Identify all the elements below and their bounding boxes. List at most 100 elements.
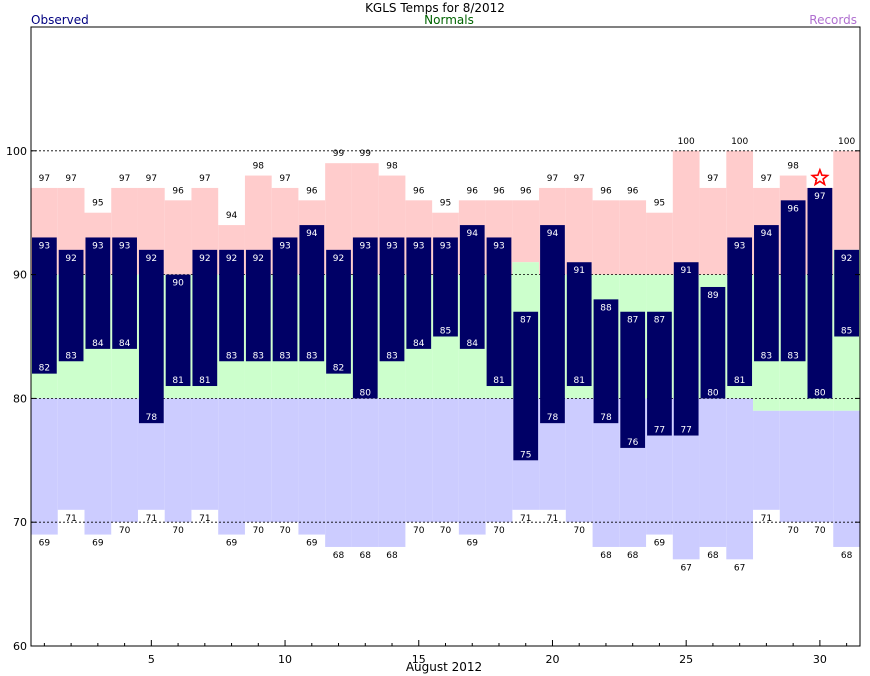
record-high-label: 96	[493, 186, 505, 196]
record-low-band	[57, 398, 85, 510]
record-low-label: 68	[360, 551, 372, 561]
record-high-label: 97	[573, 174, 584, 184]
observed-low-label: 83	[226, 351, 237, 361]
observed-low-label: 83	[306, 351, 317, 361]
record-low-band	[485, 398, 513, 523]
observed-low-label: 84	[467, 339, 479, 349]
observed-low-label: 80	[814, 388, 826, 398]
observed-bar	[219, 249, 244, 362]
record-low-band	[298, 398, 326, 535]
legend-observed: Observed	[31, 13, 89, 27]
record-high-label: 98	[787, 162, 799, 172]
record-low-band	[378, 398, 406, 547]
record-low-label: 67	[734, 563, 745, 573]
observed-low-label: 77	[654, 426, 665, 436]
record-high-label: 97	[761, 174, 772, 184]
observed-bar	[540, 225, 565, 424]
record-low-label: 70	[413, 526, 425, 536]
x-tick-label: 15	[412, 653, 426, 666]
observed-bar	[566, 262, 592, 387]
observed-bar	[192, 249, 218, 387]
record-high-label: 95	[440, 199, 451, 209]
record-low-band	[218, 398, 245, 535]
record-high-label: 96	[520, 186, 532, 196]
record-low-label: 69	[306, 539, 318, 549]
record-low-band	[726, 398, 754, 560]
observed-high-label: 93	[39, 241, 50, 251]
x-axis-label: August 2012	[406, 660, 482, 674]
legend-records: Records	[809, 13, 857, 27]
record-low-label: 69	[92, 539, 104, 549]
observed-low-label: 77	[680, 426, 691, 436]
record-low-label: 68	[333, 551, 345, 561]
record-high-label: 100	[838, 137, 855, 147]
y-tick-label: 70	[13, 516, 27, 529]
observed-bar	[593, 299, 619, 424]
record-high-band	[512, 200, 540, 263]
record-low-label: 71	[520, 514, 531, 524]
observed-bar	[754, 225, 779, 362]
observed-low-label: 85	[440, 327, 451, 337]
record-low-band	[432, 398, 459, 523]
record-high-label: 97	[39, 174, 50, 184]
observed-bar	[433, 237, 458, 337]
record-low-band	[31, 398, 58, 535]
record-low-band	[753, 410, 780, 510]
record-high-label: 96	[306, 186, 318, 196]
observed-low-label: 84	[413, 339, 425, 349]
observed-high-label: 87	[520, 316, 531, 326]
observed-bar	[486, 237, 512, 387]
record-low-label: 70	[279, 526, 291, 536]
observed-low-label: 80	[707, 388, 719, 398]
record-high-band	[592, 200, 620, 275]
observed-low-label: 81	[172, 376, 183, 386]
record-low-label: 71	[761, 514, 772, 524]
record-low-label: 71	[65, 514, 76, 524]
record-low-band	[405, 398, 433, 523]
observed-high-label: 97	[814, 192, 825, 202]
record-low-label: 69	[467, 539, 479, 549]
observed-bar	[807, 187, 833, 399]
record-low-band	[806, 410, 834, 523]
observed-high-label: 90	[172, 279, 184, 289]
observed-low-label: 81	[199, 376, 210, 386]
record-low-label: 68	[707, 551, 719, 561]
record-low-label: 68	[600, 551, 612, 561]
record-low-label: 70	[814, 526, 826, 536]
observed-low-label: 80	[360, 388, 372, 398]
record-high-label: 95	[654, 199, 665, 209]
observed-high-label: 93	[360, 241, 371, 251]
record-high-label: 97	[65, 174, 76, 184]
observed-high-label: 92	[841, 254, 852, 264]
observed-low-label: 81	[573, 376, 584, 386]
observed-high-label: 94	[547, 229, 559, 239]
observed-bar	[32, 237, 57, 374]
observed-high-label: 92	[333, 254, 344, 264]
x-tick-label: 10	[278, 653, 292, 666]
observed-low-label: 85	[841, 327, 852, 337]
y-tick-label: 80	[13, 392, 27, 405]
record-high-label: 97	[279, 174, 290, 184]
observed-bar	[112, 237, 137, 349]
record-low-band	[779, 410, 807, 523]
record-high-band	[565, 187, 593, 275]
x-tick-label: 25	[679, 653, 693, 666]
record-low-band	[565, 398, 593, 523]
observed-bar	[138, 249, 164, 424]
record-low-label: 68	[386, 551, 398, 561]
observed-bar	[620, 311, 646, 448]
observed-high-label: 94	[467, 229, 479, 239]
record-high-label: 100	[731, 137, 748, 147]
observed-high-label: 93	[386, 241, 397, 251]
observed-high-label: 91	[680, 266, 691, 276]
observed-bar	[379, 237, 405, 362]
observed-low-label: 75	[520, 450, 531, 460]
observed-low-label: 81	[493, 376, 504, 386]
record-high-band	[672, 150, 700, 275]
record-low-label: 67	[680, 563, 691, 573]
observed-high-label: 92	[253, 254, 264, 264]
observed-high-label: 92	[146, 254, 157, 264]
record-high-label: 100	[678, 137, 695, 147]
observed-bar	[513, 311, 539, 461]
observed-high-label: 87	[627, 316, 638, 326]
